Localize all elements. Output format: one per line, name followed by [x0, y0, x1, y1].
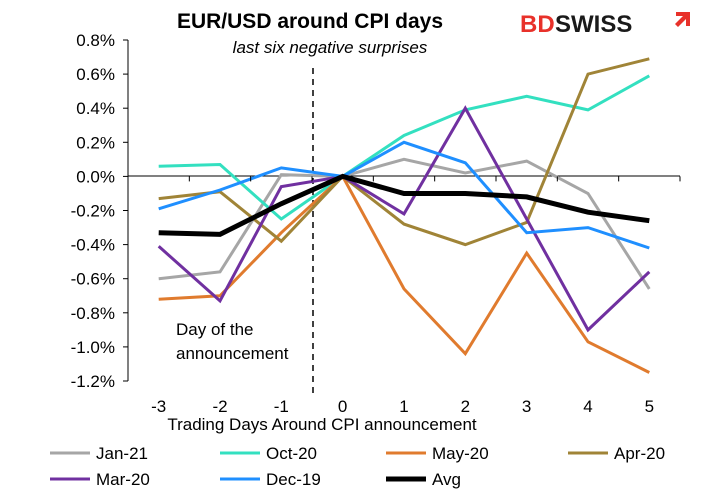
annotation-line2: announcement — [176, 344, 289, 363]
x-axis-ticks: -3 -2 -1 0 1 2 3 4 5 — [127, 176, 681, 416]
legend-label: Dec-19 — [266, 470, 321, 489]
y-tick-label: -1.2% — [71, 372, 115, 391]
logo-bd: BD — [520, 11, 555, 38]
series-line-mar-20 — [157, 105, 651, 333]
x-tick-label: 3 — [522, 397, 531, 416]
x-tick-label: 5 — [645, 397, 654, 416]
brand-logo: BD SWISS — [520, 11, 690, 38]
series-line-avg — [158, 173, 650, 237]
y-tick-label: -0.2% — [71, 202, 115, 221]
legend-label: Avg — [432, 470, 461, 489]
legend-label: Oct-20 — [266, 444, 317, 463]
logo-arrow-icon — [675, 12, 690, 27]
y-tick-label: 0.6% — [76, 65, 115, 84]
legend-label: Mar-20 — [96, 470, 150, 489]
chart-title: EUR/USD around CPI days — [177, 10, 443, 33]
annotation-line1: Day of the — [176, 320, 254, 339]
y-tick-label: 0.0% — [76, 167, 115, 186]
y-tick-label: 0.8% — [76, 31, 115, 50]
series-line-oct-20 — [158, 74, 651, 221]
y-tick-label: -1.0% — [71, 338, 115, 357]
y-tick-label: 0.2% — [76, 133, 115, 152]
y-axis: -1.2% -1.0% -0.8% -0.6% -0.4% -0.2% 0.0% 0.2% 0.… — [71, 31, 129, 391]
y-tick-label: -0.6% — [71, 270, 115, 289]
y-tick-label: -0.8% — [71, 304, 115, 323]
series-group — [157, 57, 651, 374]
x-tick-label: 2 — [461, 397, 470, 416]
x-tick-label: -1 — [274, 397, 289, 416]
legend: Jan-21 Oct-20 May-20 Apr-20 Mar-20 Dec-19 Avg — [50, 444, 665, 489]
x-tick-label: 0 — [338, 397, 347, 416]
legend-label: Jan-21 — [96, 444, 148, 463]
x-tick-label: 1 — [399, 397, 408, 416]
logo-swiss: SWISS — [555, 11, 632, 38]
series-line-may-20 — [158, 173, 650, 374]
x-tick-label: -2 — [212, 397, 227, 416]
x-axis-label: Trading Days Around CPI announcement — [167, 415, 477, 434]
series-line-dec-19 — [158, 140, 650, 250]
legend-label: Apr-20 — [614, 444, 665, 463]
legend-label: May-20 — [432, 444, 489, 463]
y-tick-label: 0.4% — [76, 99, 115, 118]
series-line-apr-20 — [158, 57, 650, 247]
x-tick-label: 4 — [583, 397, 592, 416]
x-tick-label: -3 — [151, 397, 166, 416]
series-line-jan-21 — [158, 157, 651, 290]
chart-subtitle: last six negative surprises — [233, 38, 428, 57]
y-tick-label: -0.4% — [71, 236, 115, 255]
